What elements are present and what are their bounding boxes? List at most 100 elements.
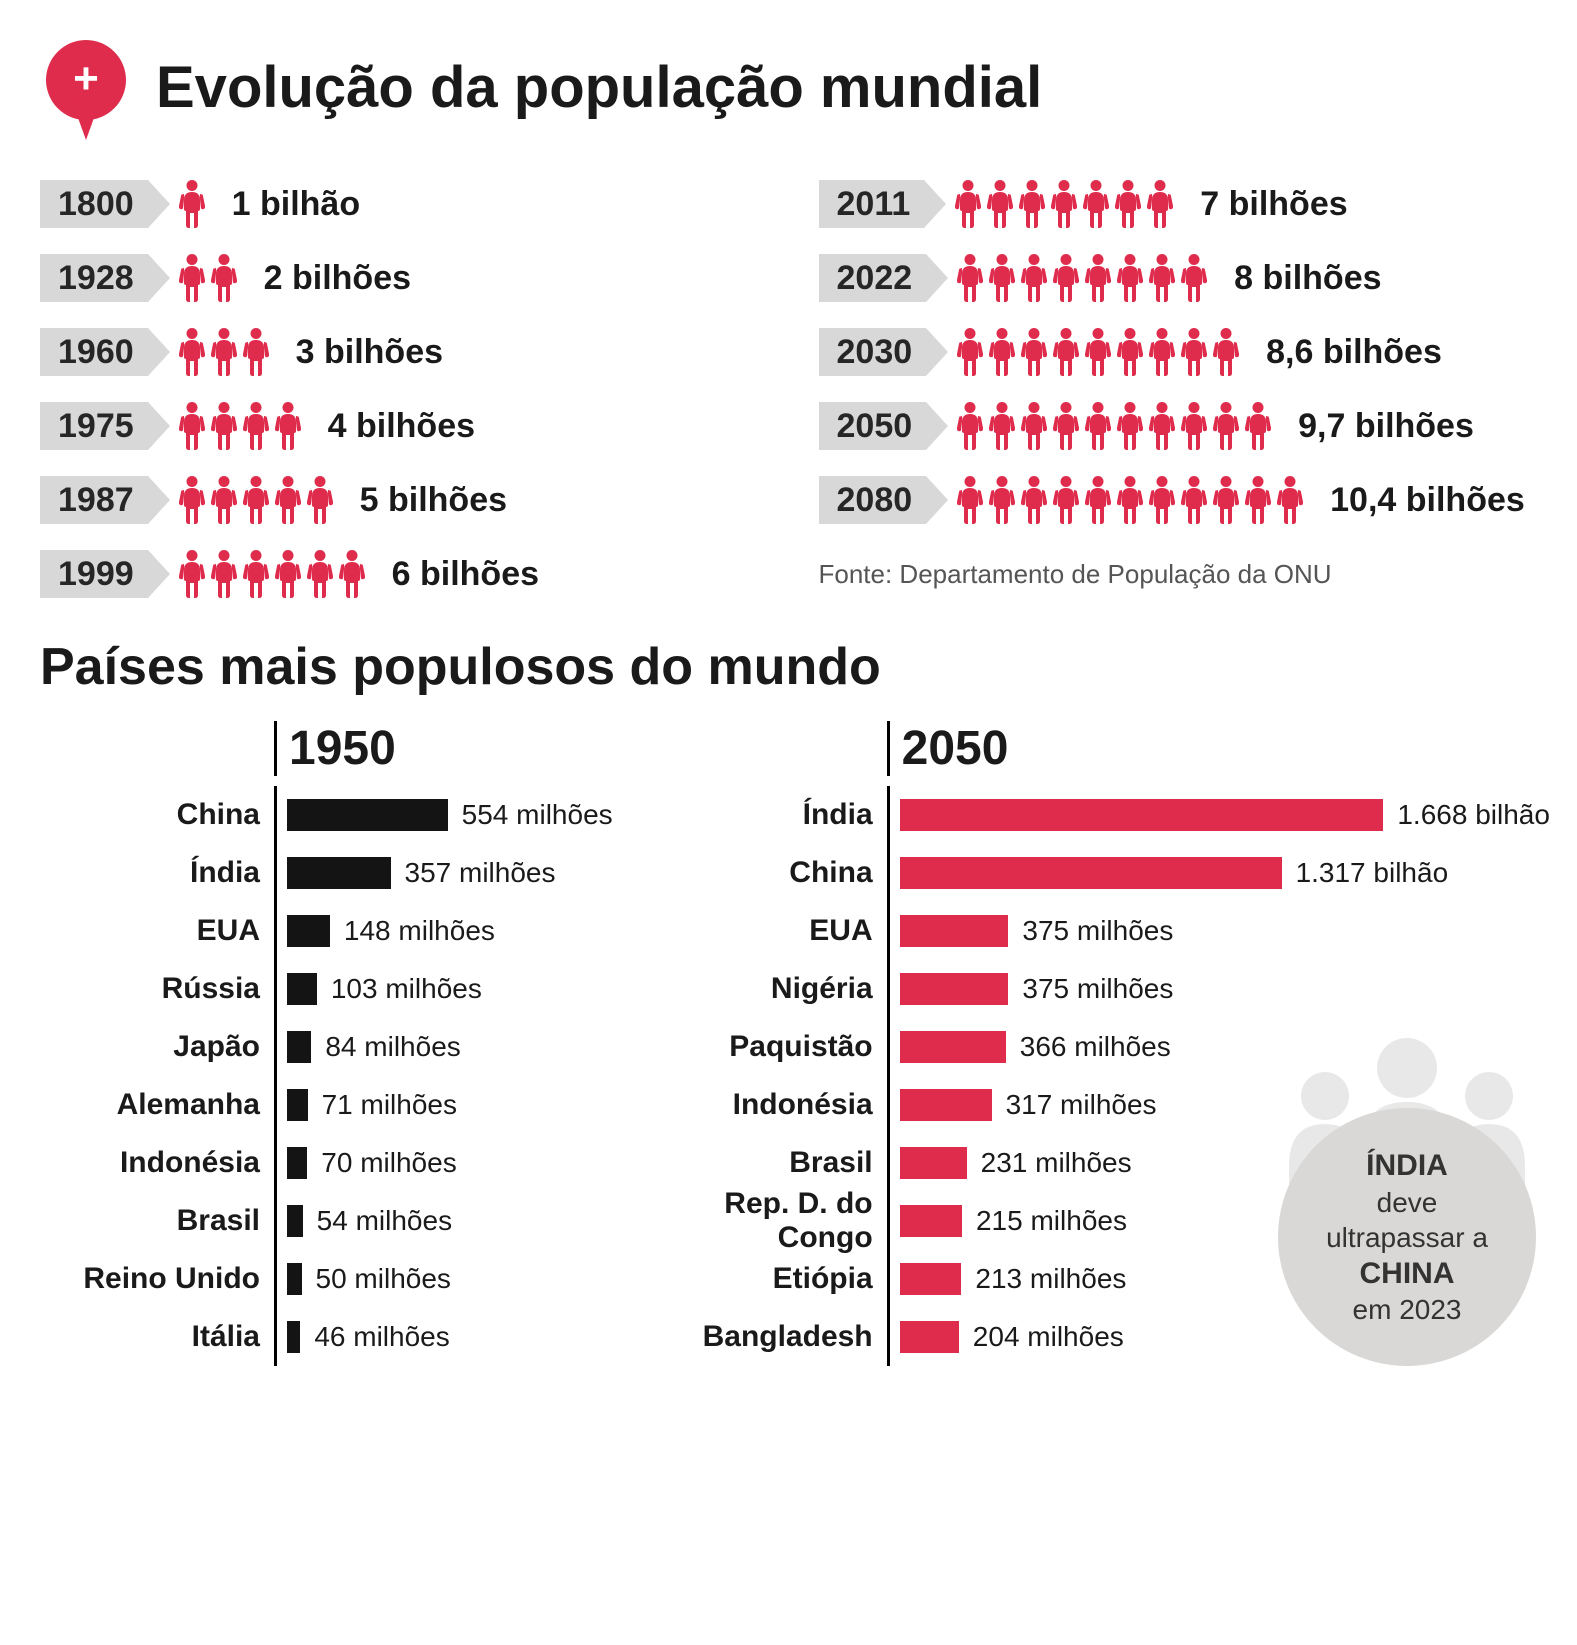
people-icons	[178, 549, 366, 599]
people-icons	[956, 327, 1240, 377]
people-icons	[178, 253, 238, 303]
header: + Evolução da população mundial	[40, 30, 1537, 145]
country-row: Etiópia 213 milhões	[653, 1250, 1550, 1308]
page-title: Evolução da população mundial	[156, 54, 1042, 121]
year-tag: 2030	[819, 328, 927, 376]
bar-cell: 231 milhões	[887, 1134, 1550, 1192]
year-tag: 2011	[819, 180, 925, 228]
timeline-row: 1960 3 bilhões	[40, 327, 759, 377]
bar-cell: 84 milhões	[274, 1018, 613, 1076]
country-column: 2050 Índia 1.668 bilhão China 1.317 bilh…	[653, 721, 1550, 1366]
year-tag: 1987	[40, 476, 148, 524]
source-note: Fonte: Departamento de População da ONU	[819, 559, 1538, 590]
year-tag: 1960	[40, 328, 148, 376]
bar-label: 103 milhões	[331, 973, 482, 1005]
pictogram-label: 6 bilhões	[392, 555, 539, 594]
bar-cell: 204 milhões	[887, 1308, 1550, 1366]
bar-cell: 375 milhões	[887, 902, 1550, 960]
timeline-row: 1999 6 bilhões	[40, 549, 759, 599]
country-name: Indonésia	[40, 1146, 274, 1180]
bar	[900, 1031, 1006, 1063]
bar-label: 317 milhões	[1006, 1089, 1157, 1121]
year-tag: 1975	[40, 402, 148, 450]
pictogram-label: 3 bilhões	[296, 333, 443, 372]
bar-label: 375 milhões	[1022, 915, 1173, 947]
bar-label: 1.668 bilhão	[1397, 799, 1550, 831]
year-tag: 1800	[40, 180, 148, 228]
country-row: Índia 357 milhões	[40, 844, 613, 902]
people-icons	[954, 179, 1174, 229]
country-row: China 554 milhões	[40, 786, 613, 844]
country-row: Paquistão 366 milhões	[653, 1018, 1550, 1076]
bar-label: 71 milhões	[322, 1089, 457, 1121]
bar	[900, 1263, 962, 1295]
bar-label: 70 milhões	[321, 1147, 456, 1179]
bar-cell: 1.317 bilhão	[887, 844, 1550, 902]
bar	[900, 1147, 967, 1179]
country-row: Brasil 231 milhões	[653, 1134, 1550, 1192]
country-name: Bangladesh	[653, 1320, 887, 1354]
bar-label: 46 milhões	[314, 1321, 449, 1353]
bar-cell: 103 milhões	[274, 960, 613, 1018]
timeline-row: 2050	[819, 401, 1538, 451]
pictogram-label: 8,6 bilhões	[1266, 333, 1442, 372]
country-name: Brasil	[653, 1146, 887, 1180]
bar-cell: 54 milhões	[274, 1192, 613, 1250]
bar	[900, 1205, 962, 1237]
timeline-pictogram: 1800 1 bilhão 2011	[40, 179, 1537, 599]
bar-label: 231 milhões	[981, 1147, 1132, 1179]
bar-label: 215 milhões	[976, 1205, 1127, 1237]
country-name: Reino Unido	[40, 1262, 274, 1296]
bar	[287, 1031, 311, 1063]
pictogram-label: 7 bilhões	[1200, 185, 1347, 224]
bar	[287, 973, 317, 1005]
svg-text:+: +	[73, 54, 99, 103]
country-name: Brasil	[40, 1204, 274, 1238]
bar	[287, 1321, 300, 1353]
country-name: Alemanha	[40, 1088, 274, 1122]
timeline-row: 1928 2 bilhões	[40, 253, 759, 303]
year-tag: 2050	[819, 402, 927, 450]
country-row: Brasil 54 milhões	[40, 1192, 613, 1250]
pictogram-label: 10,4 bilhões	[1330, 481, 1525, 520]
timeline-row: 1987 5 bilhões	[40, 475, 759, 525]
country-row: China 1.317 bilhão	[653, 844, 1550, 902]
year-tag: 2022	[819, 254, 927, 302]
bar-label: 84 milhões	[325, 1031, 460, 1063]
pictogram-label: 1 bilhão	[232, 185, 360, 224]
bar-label: 357 milhões	[405, 857, 556, 889]
bar-label: 213 milhões	[975, 1263, 1126, 1295]
bar-label: 204 milhões	[973, 1321, 1124, 1353]
country-row: Indonésia 317 milhões	[653, 1076, 1550, 1134]
year-tag: 1928	[40, 254, 148, 302]
bar-cell: 46 milhões	[274, 1308, 613, 1366]
bar-cell: 375 milhões	[887, 960, 1550, 1018]
bar	[900, 973, 1009, 1005]
country-row: Reino Unido 50 milhões	[40, 1250, 613, 1308]
bar	[900, 1089, 992, 1121]
country-row: EUA 375 milhões	[653, 902, 1550, 960]
column-year: 2050	[887, 721, 1550, 776]
people-icons	[178, 179, 206, 229]
country-name: Nigéria	[653, 972, 887, 1006]
pictogram-label: 8 bilhões	[1234, 259, 1381, 298]
bar	[900, 799, 1384, 831]
country-row: Bangladesh 204 milhões	[653, 1308, 1550, 1366]
year-tag: 2080	[819, 476, 927, 524]
country-name: China	[653, 856, 887, 890]
bar-label: 54 milhões	[317, 1205, 452, 1237]
bar-cell: 71 milhões	[274, 1076, 613, 1134]
country-name: Indonésia	[653, 1088, 887, 1122]
country-name: Índia	[40, 856, 274, 890]
people-icons	[956, 401, 1272, 451]
country-row: Japão 84 milhões	[40, 1018, 613, 1076]
timeline-row: 2080	[819, 475, 1538, 525]
bar-label: 148 milhões	[344, 915, 495, 947]
bar-label: 366 milhões	[1020, 1031, 1171, 1063]
country-name: Paquistão	[653, 1030, 887, 1064]
country-row: Alemanha 71 milhões	[40, 1076, 613, 1134]
bar-cell: 215 milhões	[887, 1192, 1550, 1250]
bar	[287, 1147, 307, 1179]
timeline-row: 1975 4 bilhões	[40, 401, 759, 451]
country-name: EUA	[40, 914, 274, 948]
